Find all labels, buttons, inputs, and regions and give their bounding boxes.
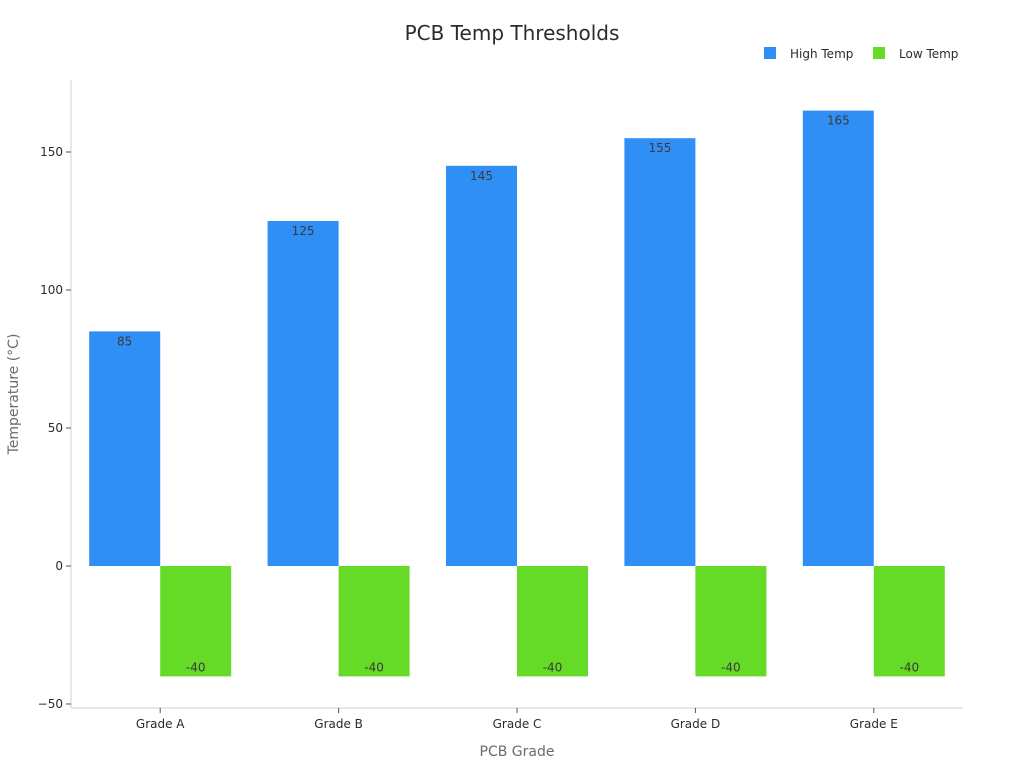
data-label: -40 — [721, 660, 741, 674]
legend: High Temp Low Temp — [764, 47, 958, 61]
data-label: 145 — [470, 169, 493, 183]
chart-title: PCB Temp Thresholds — [405, 21, 620, 45]
y-tick-label: 0 — [55, 559, 63, 573]
x-tick-label: Grade C — [493, 717, 542, 731]
low-temp-bar — [695, 566, 767, 677]
x-tick-label: Grade E — [850, 717, 898, 731]
low-temp-bar — [160, 566, 232, 677]
y-tick-label: 100 — [40, 283, 63, 297]
high-temp-bar — [624, 138, 696, 566]
legend-swatch-low-temp — [873, 47, 885, 59]
data-label: 165 — [827, 114, 850, 128]
low-temp-bar — [517, 566, 588, 677]
x-tick-label: Grade D — [671, 717, 721, 731]
high-temp-bar — [446, 165, 517, 567]
bars-group: 85 -40 125 -40 145 -40 155 -40 165 -40 — [89, 110, 945, 677]
y-tick-label: 150 — [40, 145, 63, 159]
data-label: -40 — [899, 660, 919, 674]
data-label: -40 — [364, 660, 384, 674]
data-label: 125 — [292, 224, 315, 238]
x-axis-label: PCB Grade — [480, 744, 555, 760]
low-temp-bar — [338, 566, 410, 677]
data-label: 85 — [117, 334, 132, 348]
y-axis-label: Temperature (°C) — [6, 334, 22, 456]
high-temp-bar — [267, 221, 339, 566]
y-tick-label: 50 — [48, 421, 63, 435]
x-tick-label: Grade B — [314, 717, 363, 731]
legend-label-high-temp: High Temp — [790, 47, 853, 61]
data-label: -40 — [186, 660, 206, 674]
legend-label-low-temp: Low Temp — [899, 47, 958, 61]
axes-group: −50 0 50 100 150 Grade A Grade B Grade C Grade D… — [38, 80, 963, 731]
high-temp-bar — [802, 110, 874, 566]
x-tick-label: Grade A — [136, 717, 185, 731]
data-label: 155 — [648, 141, 671, 155]
high-temp-bar — [89, 331, 161, 566]
low-temp-bar — [873, 566, 945, 677]
data-label: -40 — [543, 660, 563, 674]
y-tick-label: −50 — [38, 697, 63, 711]
legend-swatch-high-temp — [764, 47, 776, 59]
